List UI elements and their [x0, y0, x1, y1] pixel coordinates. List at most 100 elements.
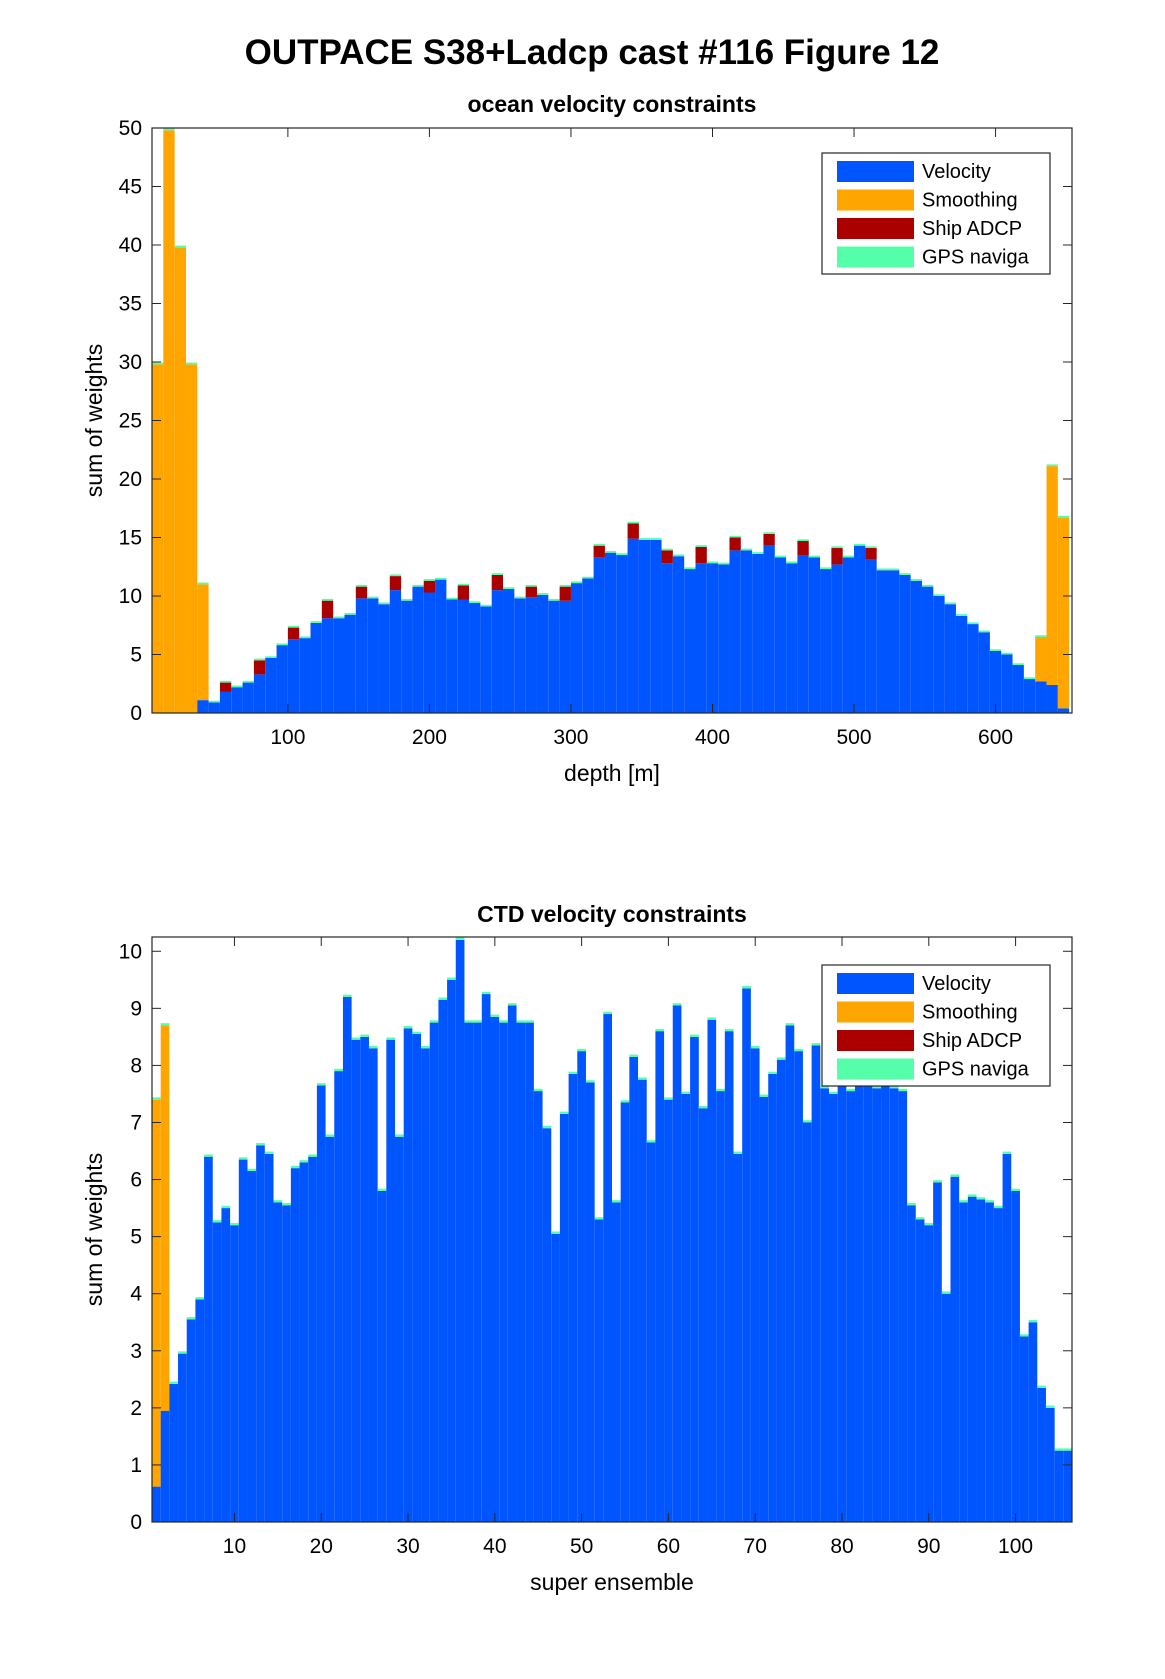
bar-velocity	[152, 1486, 161, 1522]
bar-gps	[854, 543, 866, 546]
x-tick-label: 30	[396, 1535, 419, 1558]
bar-velocity	[921, 586, 934, 713]
x-tick-label: 40	[483, 1535, 506, 1558]
bar-gps	[604, 550, 617, 553]
bar-gps	[253, 658, 266, 661]
bar-gps	[219, 680, 232, 683]
bar-velocity	[603, 1014, 612, 1522]
bar-velocity	[664, 1099, 673, 1522]
bar-velocity	[568, 1073, 578, 1522]
bar-velocity	[447, 979, 456, 1522]
bar-velocity	[1054, 1450, 1064, 1522]
bar-gps	[499, 1020, 508, 1023]
bar-gps	[334, 1068, 343, 1072]
bar-velocity	[186, 1319, 196, 1522]
bar-velocity	[638, 1079, 647, 1522]
bar-velocity	[423, 592, 436, 713]
bar-gps	[786, 561, 798, 564]
bar-velocity	[455, 939, 465, 1522]
bar-velocity	[1046, 684, 1058, 713]
bar-velocity	[197, 700, 209, 713]
bar-velocity	[627, 538, 639, 713]
bar-gps	[672, 1003, 682, 1006]
bar-gps	[238, 1157, 248, 1160]
bar-ship-adcp	[695, 546, 707, 564]
bar-velocity	[457, 599, 470, 713]
bar-velocity	[355, 598, 368, 713]
bar-velocity	[321, 618, 334, 713]
bar-gps	[933, 594, 945, 596]
bar-velocity	[950, 1176, 960, 1522]
bar-velocity	[729, 550, 741, 713]
bar-gps	[733, 1151, 743, 1154]
bar-gps	[299, 636, 311, 639]
bar-gps	[664, 1097, 673, 1100]
bar-gps	[423, 579, 436, 581]
bar-velocity	[344, 614, 356, 713]
bar-ship-adcp	[491, 574, 504, 591]
legend-label-ship-adcp: Ship ADCP	[922, 218, 1022, 240]
bar-velocity	[967, 624, 979, 713]
bar-gps	[221, 1205, 231, 1209]
bar-velocity	[1002, 1153, 1012, 1522]
bar-velocity	[208, 702, 220, 713]
y-tick-label: 40	[119, 234, 142, 257]
bar-velocity	[585, 1082, 595, 1522]
bar-velocity	[855, 1073, 864, 1522]
bar-velocity	[854, 545, 866, 713]
bar-velocity	[230, 1225, 239, 1522]
bar-gps	[1011, 1188, 1020, 1191]
bar-velocity	[907, 1205, 916, 1522]
legend-label-smoothing: Smoothing	[922, 190, 1018, 212]
bar-velocity	[876, 570, 888, 713]
y-tick-label: 25	[119, 410, 142, 433]
bar-velocity	[846, 1091, 856, 1522]
bar-velocity	[1035, 681, 1047, 713]
bar-velocity	[910, 580, 922, 713]
bar-velocity	[368, 1048, 378, 1522]
bar-smoothing	[1035, 636, 1047, 682]
bar-gps	[344, 612, 356, 615]
bar-gps	[612, 1200, 621, 1203]
bar-velocity	[776, 1059, 786, 1522]
bar-gps	[1028, 1319, 1038, 1323]
y-tick-label: 3	[130, 1340, 142, 1363]
bar-gps	[616, 553, 628, 556]
bar-velocity	[638, 539, 651, 713]
bar-ship-adcp	[661, 550, 673, 564]
bar-ship-adcp	[253, 660, 266, 675]
bar-gps	[316, 1083, 326, 1086]
bar-gps	[1057, 515, 1070, 518]
bar-velocity	[242, 682, 254, 713]
bar-gps	[481, 991, 491, 995]
bar-gps	[342, 994, 352, 997]
bar-velocity	[863, 1034, 873, 1522]
bar-velocity	[169, 1383, 179, 1522]
bar-gps	[698, 1105, 708, 1109]
bar-gps	[310, 621, 322, 623]
bar-velocity	[507, 1005, 517, 1522]
bar-gps	[933, 1180, 942, 1183]
bar-gps	[695, 545, 707, 547]
bar-gps	[831, 546, 843, 549]
x-axis-label: depth [m]	[564, 760, 660, 786]
bar-gps	[446, 597, 458, 600]
bar-gps	[706, 561, 719, 564]
bar-velocity	[695, 563, 707, 713]
bar-gps	[876, 568, 888, 571]
bar-velocity	[195, 1299, 205, 1522]
bar-gps	[627, 521, 639, 524]
bar-gps	[230, 1222, 239, 1226]
bar-velocity	[976, 1199, 986, 1522]
bar-velocity	[933, 1182, 942, 1522]
bar-velocity	[265, 658, 277, 713]
bar-ship-adcp	[321, 600, 334, 619]
bar-velocity	[551, 1233, 560, 1522]
bar-velocity	[290, 1168, 300, 1522]
bar-velocity	[490, 1016, 500, 1522]
bar-velocity	[325, 1136, 335, 1522]
bar-velocity	[401, 600, 413, 713]
bar-gps	[959, 1200, 968, 1203]
bar-velocity	[481, 994, 491, 1522]
